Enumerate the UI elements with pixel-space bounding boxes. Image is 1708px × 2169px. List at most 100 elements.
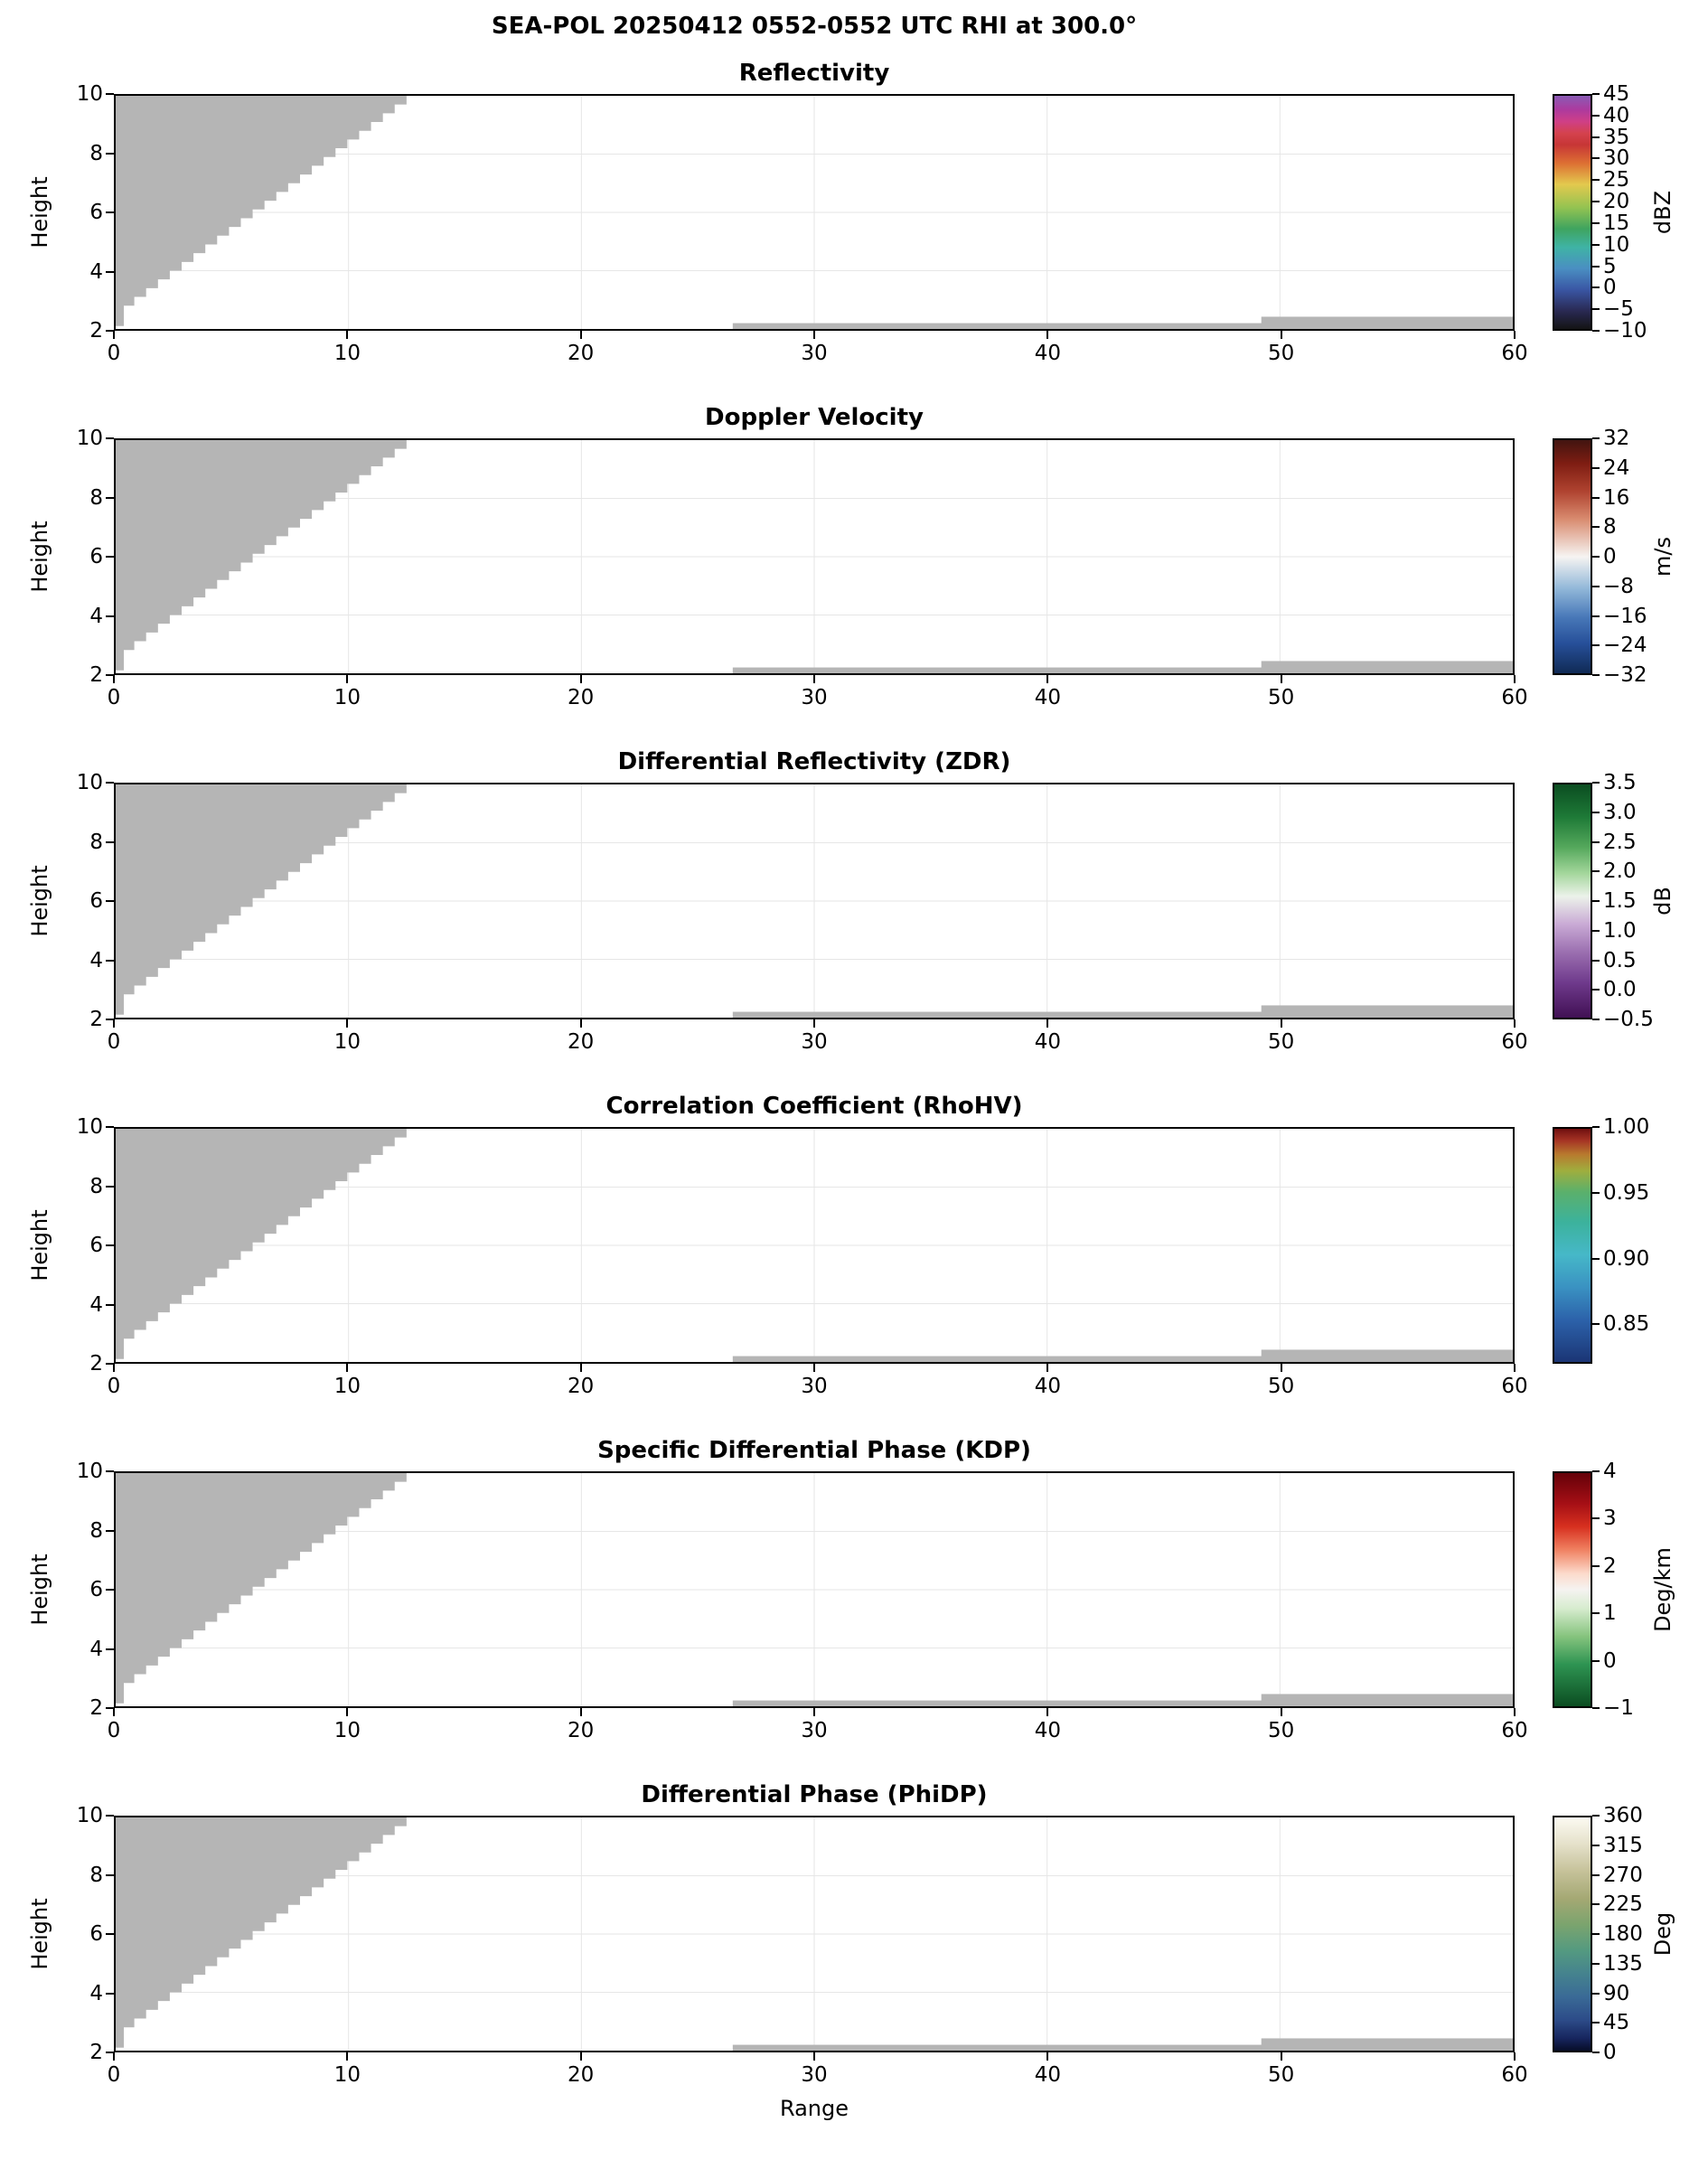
no-data-wedge	[116, 96, 418, 326]
colorbar-unit-label: Deg/km	[1650, 1547, 1675, 1632]
colorbar-tick-mark	[1592, 1992, 1600, 1995]
y-tick-label: 2	[89, 1352, 103, 1376]
x-tick-mark	[1046, 2052, 1049, 2061]
colorbar-tick-label: −8	[1603, 574, 1634, 598]
colorbar-tick-mark	[1592, 496, 1600, 499]
y-tick-mark	[106, 211, 114, 213]
panel-title: Doppler Velocity	[705, 404, 924, 431]
plot-area	[114, 1816, 1515, 2052]
y-tick-label: 10	[76, 82, 103, 106]
x-tick-mark	[579, 1019, 582, 1028]
no-data-strip	[1261, 316, 1513, 329]
x-tick-label: 20	[568, 342, 595, 365]
y-tick-mark	[106, 840, 114, 843]
colorbar-tick-mark	[1592, 308, 1600, 311]
x-tick-mark	[113, 1708, 115, 1716]
colorbar-tick-mark	[1592, 179, 1600, 182]
panel-title: Specific Differential Phase (KDP)	[597, 1437, 1031, 1464]
colorbar-tick-mark	[1592, 1903, 1600, 1906]
colorbar-tick-mark	[1592, 585, 1600, 587]
x-tick-label: 30	[801, 1030, 828, 1054]
y-tick-mark	[106, 1019, 114, 1020]
no-data-strip	[1261, 1005, 1513, 1018]
y-tick-mark	[106, 1873, 114, 1876]
colorbar-tick-label: 1.0	[1603, 918, 1637, 943]
colorbar-tick-label: 35	[1603, 125, 1630, 149]
colorbar-tick-label: 40	[1603, 103, 1630, 127]
y-tick-mark	[106, 1992, 114, 1995]
x-tick-mark	[346, 2052, 349, 2061]
colorbar-tick-label: 4	[1603, 1460, 1617, 1483]
y-tick-mark	[106, 1933, 114, 1935]
panel-2: Doppler Velocity Height 2 4 6 8 10 0 10 20 30 40 50 6…	[0, 400, 1708, 745]
x-tick-mark	[1046, 675, 1049, 683]
colorbar-tick-mark	[1592, 959, 1600, 962]
x-tick-label: 10	[333, 342, 361, 365]
x-tick-label: 30	[801, 1719, 828, 1742]
x-tick-label: 50	[1268, 1030, 1295, 1054]
colorbar	[1553, 783, 1592, 1019]
colorbar-unit-label: dBZ	[1650, 190, 1675, 235]
y-tick-mark	[106, 1363, 114, 1365]
y-tick-label: 8	[89, 485, 103, 510]
y-tick-mark	[106, 674, 114, 676]
y-tick-mark	[106, 1589, 114, 1591]
x-tick-label: 40	[1034, 1375, 1061, 1398]
x-tick-mark	[813, 2052, 815, 2061]
colorbar-tick-mark	[1592, 782, 1600, 784]
colorbar-tick-label: −24	[1603, 634, 1647, 658]
colorbar-tick-mark	[1592, 1612, 1600, 1615]
y-tick-mark	[106, 270, 114, 273]
no-data-wedge	[116, 1473, 418, 1704]
y-tick-label: 4	[89, 948, 103, 972]
x-tick-mark	[346, 331, 349, 339]
x-tick-label: 40	[1034, 1719, 1061, 1742]
colorbar-tick-mark	[1592, 330, 1600, 332]
colorbar-tick-label: 225	[1603, 1892, 1643, 1917]
colorbar-tick-label: −32	[1603, 663, 1647, 687]
colorbar-tick-label: 45	[1603, 82, 1630, 106]
no-data-strip	[1261, 1694, 1513, 1706]
y-tick-label: 8	[89, 1863, 103, 1887]
colorbar-tick-label: 0	[1603, 2041, 1617, 2064]
panel-4: Correlation Coefficient (RhoHV) Height 2 4 6…	[0, 1089, 1708, 1433]
colorbar-tick-mark	[1592, 900, 1600, 902]
x-tick-label: 30	[801, 342, 828, 365]
y-tick-label: 6	[89, 889, 103, 913]
y-tick-label: 8	[89, 1174, 103, 1198]
no-data-wedge	[116, 1129, 418, 1359]
x-tick-label: 0	[107, 2063, 121, 2087]
y-tick-label: 4	[89, 1637, 103, 1661]
y-tick-label: 4	[89, 1981, 103, 2005]
y-tick-label: 10	[76, 427, 103, 450]
x-tick-mark	[579, 1364, 582, 1372]
colorbar-tick-label: 0	[1603, 276, 1617, 300]
colorbar-tick-label: 3.0	[1603, 800, 1637, 824]
colorbar-tick-mark	[1592, 2052, 1600, 2053]
y-tick-label: 6	[89, 1578, 103, 1601]
y-tick-label: 2	[89, 319, 103, 343]
y-tick-mark	[106, 556, 114, 558]
x-tick-label: 50	[1268, 1719, 1295, 1742]
colorbar-tick-mark	[1592, 870, 1600, 873]
x-tick-label: 50	[1268, 1375, 1295, 1398]
colorbar-tick-label: −5	[1603, 297, 1634, 322]
x-tick-label: 40	[1034, 686, 1061, 709]
colorbar-tick-label: 90	[1603, 1981, 1630, 2005]
x-tick-label: 60	[1501, 686, 1528, 709]
x-tick-mark	[113, 2052, 115, 2061]
colorbar	[1553, 1816, 1592, 2052]
colorbar-tick-label: 24	[1603, 455, 1630, 480]
colorbar-tick-mark	[1592, 1323, 1600, 1326]
no-data-strip	[1261, 1349, 1513, 1362]
plot-area	[114, 1471, 1515, 1708]
x-tick-mark	[1514, 2052, 1516, 2061]
x-tick-label: 60	[1501, 342, 1528, 365]
x-tick-mark	[813, 331, 815, 339]
colorbar-tick-mark	[1592, 674, 1600, 676]
colorbar-tick-mark	[1592, 136, 1600, 138]
colorbar-unit-label: Deg	[1650, 1911, 1675, 1957]
colorbar-tick-mark	[1592, 811, 1600, 813]
x-tick-mark	[113, 675, 115, 683]
